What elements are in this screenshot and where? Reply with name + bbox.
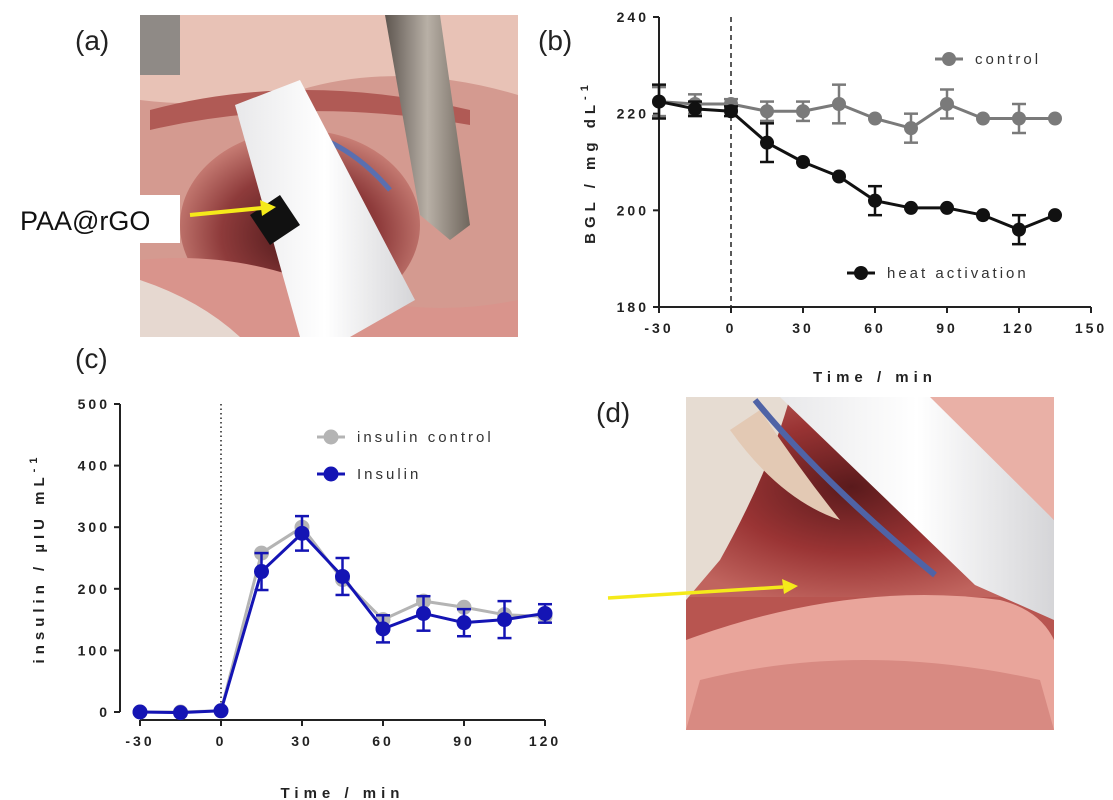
chartC-data-point	[375, 621, 391, 637]
chartB-y-tick-label: 180	[617, 299, 649, 315]
chart-c: 0 100 200 300 400 500 -30 0 30 60 90 120 insulin co…	[28, 396, 561, 800]
panel-label-a: (a)	[75, 25, 109, 56]
chartB-legend-label: heat activation	[887, 265, 1029, 282]
chartC-data-point	[132, 704, 148, 720]
chartC-y-tick-label: 300	[78, 519, 110, 535]
chartB-data-point	[796, 155, 810, 169]
chartB-x-tick-label: 150	[1075, 320, 1107, 336]
panel-label-d: (d)	[596, 397, 630, 428]
chartB-data-point	[940, 97, 954, 111]
chartB-x-tick-label: 120	[1003, 320, 1035, 336]
chartC-data-point	[294, 525, 310, 541]
chartB-data-point	[904, 200, 918, 215]
chartB-data-point	[904, 121, 918, 136]
panel-label-b: (b)	[538, 25, 572, 56]
chartB-data-point	[832, 169, 846, 184]
chartB-data-point	[760, 135, 774, 150]
chartC-y-tick-label: 200	[78, 581, 110, 597]
chartB-data-point	[832, 97, 846, 111]
arrow-a-head	[260, 200, 276, 216]
chart-c-y-axis-title: insulin / µIU mL-1	[28, 453, 48, 664]
chartB-x-tick-label: 60	[864, 320, 886, 336]
chartC-x-tick-label: -30	[125, 733, 154, 749]
chart-b-y-axis-title: BGL / mg dL-1	[579, 80, 599, 244]
chartC-y-tick-label: 100	[78, 642, 110, 658]
photo-a	[140, 15, 518, 337]
chartC-data-point	[173, 705, 188, 721]
chartB-x-tick-label: 30	[792, 320, 814, 336]
chartC-x-tick-label: 60	[372, 733, 394, 749]
callout-box	[4, 195, 180, 243]
chartC-data-point	[416, 605, 431, 621]
chartC-y-tick-label: 500	[78, 396, 110, 412]
chartC-data-point	[497, 612, 512, 628]
chartB-y-tick-label: 200	[617, 202, 649, 218]
chartC-x-tick-label: 30	[291, 733, 313, 749]
chart-b-x-axis-title: Time / min	[813, 369, 937, 386]
chartC-legend-marker	[323, 466, 339, 482]
chartC-data-point	[254, 564, 269, 580]
chartB-data-point	[868, 193, 882, 208]
chartC-data-point	[456, 615, 472, 631]
chartB-y-tick-label: 240	[617, 9, 649, 25]
chartC-x-tick-label: 0	[216, 733, 227, 749]
chartB-series-line-0	[658, 100, 1055, 130]
chart-b: 180 200 220 240 -30 0 30 60 90 120 150 control heat…	[579, 9, 1107, 386]
chart-c-y-axis-title-sup: -1	[28, 453, 40, 473]
chartC-series-line-0	[140, 525, 546, 714]
chartB-data-point	[976, 111, 990, 126]
photo-d	[686, 397, 1054, 730]
chartB-x-tick-label: -30	[644, 320, 673, 336]
chartC-data-point	[335, 568, 350, 584]
chartC-data-point	[537, 605, 553, 621]
chartB-data-point	[652, 94, 666, 109]
chartC-data-point	[456, 599, 472, 615]
chartB-series-line-1	[658, 100, 1056, 232]
chartB-data-point	[868, 111, 882, 126]
chartC-x-tick-label: 90	[453, 733, 475, 749]
chartB-data-point	[976, 208, 990, 223]
chartB-data-point	[940, 200, 954, 215]
chartC-x-tick-label: 120	[529, 733, 561, 749]
chart-b-y-axis-title-main: BGL / mg dL	[582, 100, 599, 244]
chartB-data-point	[688, 101, 702, 116]
chartB-data-point	[1048, 208, 1062, 223]
chartB-data-point	[1012, 111, 1026, 126]
chart-b-y-axis-title-sup: -1	[579, 80, 591, 100]
chartB-legend-label: control	[975, 51, 1041, 68]
chartC-legend-label: insulin control	[357, 429, 494, 446]
chartB-legend-marker	[854, 266, 868, 280]
chartB-x-tick-label: 90	[936, 320, 958, 336]
chartB-x-tick-label: 0	[726, 320, 737, 336]
callout-paa-rgo: PAA@rGO	[20, 206, 150, 236]
chart-c-x-axis-title: Time / min	[281, 785, 405, 800]
chartB-data-point	[796, 104, 810, 119]
arrow-d	[607, 585, 784, 600]
panel-label-c: (c)	[75, 343, 108, 374]
arrow-a	[189, 206, 263, 217]
chartB-legend-marker	[942, 52, 956, 66]
arrow-d-head	[782, 579, 798, 594]
chartB-data-point	[1012, 222, 1026, 237]
chartB-data-point	[724, 104, 738, 119]
chartB-data-point	[1048, 111, 1062, 126]
chartC-y-tick-label: 0	[99, 704, 110, 720]
chartB-data-point	[760, 104, 774, 119]
chartC-legend-marker	[323, 429, 339, 445]
chartB-y-tick-label: 220	[617, 106, 649, 122]
chartC-y-tick-label: 400	[78, 458, 110, 474]
chartC-legend-label: Insulin	[357, 466, 421, 483]
chart-c-y-axis-title-main: insulin / µIU mL	[31, 472, 48, 663]
chartC-data-point	[213, 703, 229, 719]
